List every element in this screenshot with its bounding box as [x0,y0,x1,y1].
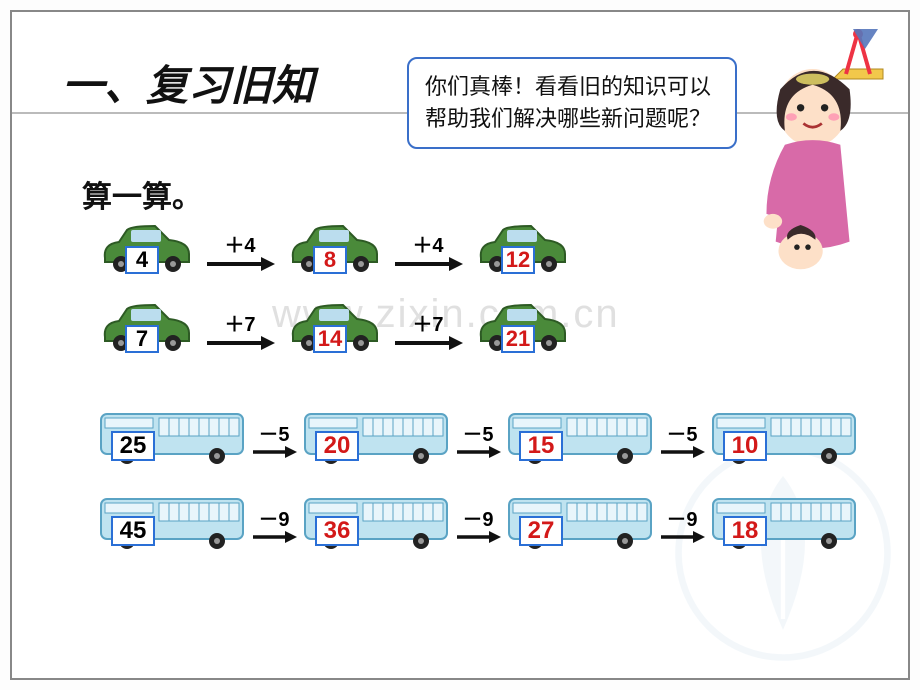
speech-bubble: 你们真棒！看看旧的知识可以帮助我们解决哪些新问题呢？ [407,57,737,149]
row-bus-minus5: 25 －5 20 －5 15 －5 [97,406,868,471]
arrow-op: －9 [251,503,297,544]
value-box: 14 [313,325,347,353]
car-icon: 12 [473,222,571,279]
bus-icon: 15 [505,406,655,471]
bus-icon: 27 [505,491,655,556]
op-label: －9 [462,503,493,532]
value-box: 15 [519,431,563,461]
value-box: 21 [501,325,535,353]
value-box: 25 [111,431,155,461]
op-label: －5 [666,418,697,447]
value-box: 7 [125,325,159,353]
arrow-op: ＋7 [205,308,275,351]
arrow-op: －5 [455,418,501,459]
row-bus-minus9: 45 －9 36 －9 27 －9 [97,491,868,556]
bus-icon: 45 [97,491,247,556]
arrow-icon [393,256,463,272]
arrow-icon [455,530,501,544]
subtitle: 算一算。 [82,172,202,216]
op-label: ＋4 [224,229,255,258]
bus-icon: 18 [709,491,859,556]
op-label: －9 [666,503,697,532]
row-car-plus7: 7 ＋7 14 ＋7 21 [97,301,868,358]
bus-icon: 25 [97,406,247,471]
value-box: 27 [519,516,563,546]
op-label: ＋7 [224,308,255,337]
op-label: －5 [462,418,493,447]
section-title: 一、复习旧知 [62,52,314,113]
op-label: ＋7 [412,308,443,337]
value-box: 20 [315,431,359,461]
bus-icon: 20 [301,406,451,471]
arrow-op: －9 [455,503,501,544]
op-label: －9 [258,503,289,532]
op-label: －5 [258,418,289,447]
arrow-op: －5 [659,418,705,459]
car-icon: 8 [285,222,383,279]
arrow-op: －9 [659,503,705,544]
bus-icon: 10 [709,406,859,471]
car-icon: 21 [473,301,571,358]
arrow-icon [393,335,463,351]
slide-frame: 一、复习旧知 你们真棒！看看旧的知识可以帮助我们解决哪些新问题呢？ 算一算。 w… [10,10,910,680]
value-box: 36 [315,516,359,546]
row-car-plus4: 4 ＋4 8 ＋4 12 [97,222,868,279]
exercise-rows: 4 ＋4 8 ＋4 12 7 [97,222,868,576]
car-icon: 7 [97,301,195,358]
value-box: 18 [723,516,767,546]
value-box: 10 [723,431,767,461]
arrow-op: ＋7 [393,308,463,351]
arrow-icon [205,256,275,272]
arrow-icon [251,445,297,459]
arrow-icon [659,445,705,459]
arrow-icon [659,530,705,544]
value-box: 4 [125,246,159,274]
op-label: ＋4 [412,229,443,258]
arrow-icon [251,530,297,544]
value-box: 45 [111,516,155,546]
arrow-icon [205,335,275,351]
value-box: 12 [501,246,535,274]
arrow-op: ＋4 [393,229,463,272]
car-icon: 4 [97,222,195,279]
value-box: 8 [313,246,347,274]
bus-icon: 36 [301,491,451,556]
arrow-icon [455,445,501,459]
arrow-op: －5 [251,418,297,459]
car-icon: 14 [285,301,383,358]
arrow-op: ＋4 [205,229,275,272]
